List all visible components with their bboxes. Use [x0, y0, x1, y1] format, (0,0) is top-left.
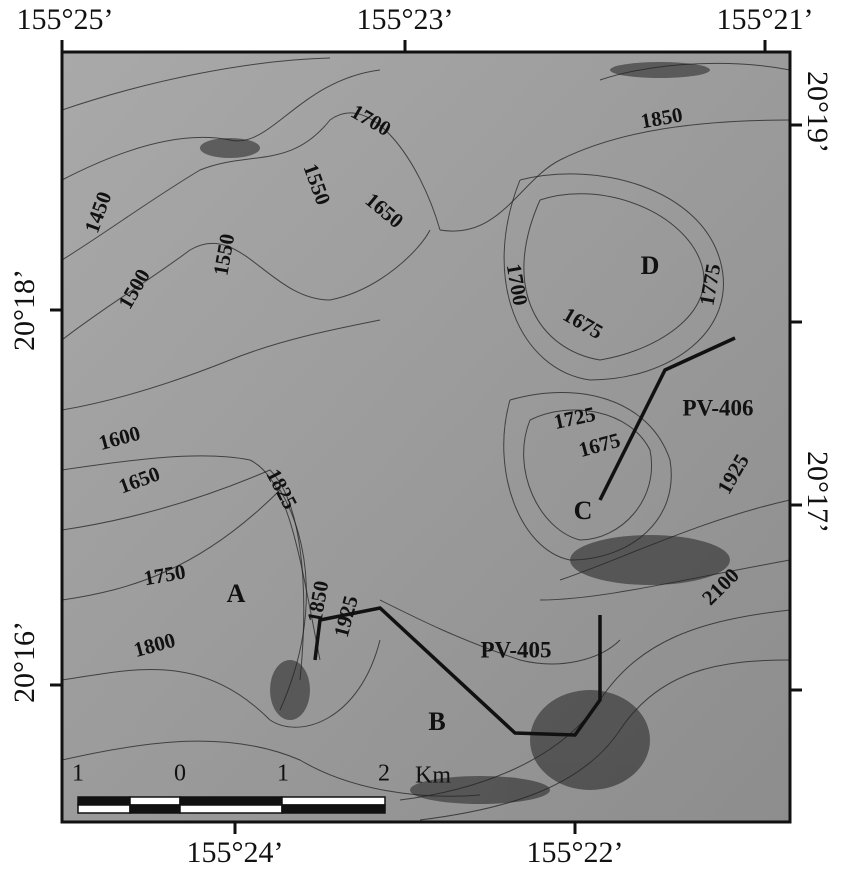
- point-label: C: [574, 496, 593, 525]
- point-label: B: [428, 707, 445, 736]
- longitude-label: 155°25’: [17, 3, 114, 36]
- profile-label: PV-406: [682, 395, 753, 420]
- relief-background: [62, 52, 790, 822]
- scale-label: 1: [277, 761, 289, 787]
- scale-label: Km: [415, 763, 451, 789]
- profile-label: PV-405: [480, 637, 551, 662]
- scale-label: 0: [174, 761, 186, 787]
- longitude-label: 155°23’: [357, 3, 454, 36]
- map-figure: 155°25’ 155°23’ 155°21’ 155°24’ 155°22’ 20°18…: [0, 0, 841, 872]
- latitude-label: 20°18’: [8, 269, 41, 351]
- longitude-label: 155°21’: [717, 3, 814, 36]
- scale-label: 1: [72, 761, 84, 787]
- longitude-label: 155°22’: [527, 836, 624, 869]
- longitude-label: 155°24’: [187, 836, 284, 869]
- point-label: D: [641, 251, 660, 280]
- latitude-label: 20°16’: [8, 621, 41, 703]
- latitude-label: 20°19’: [801, 71, 834, 153]
- scale-bar: [78, 797, 385, 813]
- latitude-label: 20°17’: [801, 451, 834, 533]
- point-label: A: [227, 579, 246, 608]
- scale-label: 2: [378, 761, 390, 787]
